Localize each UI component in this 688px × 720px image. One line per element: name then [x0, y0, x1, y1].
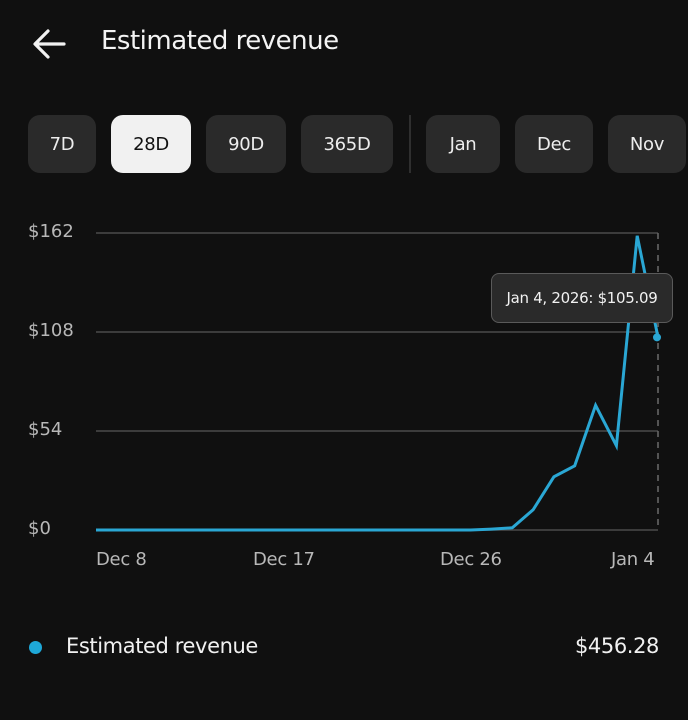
y-axis-label: $162 [28, 221, 74, 242]
legend-label: Estimated revenue [66, 634, 258, 658]
x-axis-label: Dec 17 [253, 549, 315, 570]
revenue-chart[interactable]: $0 $54 $108 $162 Dec 8 Dec 17 Dec 26 Jan 4 [0, 210, 688, 590]
date-range-chips: 7D 28D 90D 365D Jan Dec Nov [28, 115, 688, 173]
header: Estimated revenue [0, 0, 688, 90]
legend-color-dot [29, 641, 42, 654]
chip-90d[interactable]: 90D [206, 115, 286, 173]
back-button[interactable] [28, 26, 70, 62]
x-axis-label: Jan 4 [611, 549, 655, 570]
y-axis-label: $108 [28, 320, 74, 341]
chip-28d[interactable]: 28D [111, 115, 191, 173]
chip-7d[interactable]: 7D [28, 115, 96, 173]
line-chart-plot[interactable] [0, 210, 688, 590]
chip-dec[interactable]: Dec [515, 115, 593, 173]
chart-legend: Estimated revenue $456.28 [0, 620, 688, 676]
chip-divider [409, 115, 411, 173]
chart-tooltip: Jan 4, 2026: $105.09 [491, 273, 673, 323]
revenue-line [96, 235, 660, 532]
chip-jan[interactable]: Jan [426, 115, 500, 173]
x-axis-label: Dec 26 [440, 549, 502, 570]
highlight-point [653, 333, 661, 342]
y-axis-label: $54 [28, 419, 63, 440]
x-axis-label: Dec 8 [96, 549, 147, 570]
arrow-left-icon [33, 29, 66, 59]
chip-365d[interactable]: 365D [301, 115, 393, 173]
chip-nov[interactable]: Nov [608, 115, 686, 173]
y-axis-label: $0 [28, 518, 51, 539]
legend-total-value: $456.28 [574, 634, 659, 658]
page-title: Estimated revenue [101, 26, 339, 56]
